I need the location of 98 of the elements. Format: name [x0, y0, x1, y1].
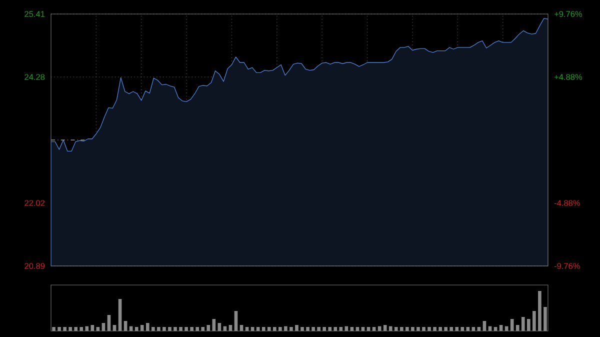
bar [184, 326, 188, 331]
bar [450, 326, 454, 331]
bar [96, 326, 100, 331]
bar [290, 326, 293, 331]
bar [460, 326, 464, 331]
bar [245, 326, 249, 331]
bar [322, 326, 326, 331]
bar [124, 321, 128, 331]
bar [212, 319, 216, 331]
bar [328, 326, 332, 331]
bar [312, 326, 315, 331]
bar [196, 326, 199, 331]
bar [174, 326, 177, 331]
bar [228, 325, 232, 331]
bar [102, 323, 106, 331]
bar [472, 326, 476, 331]
bar [383, 325, 387, 331]
y-tick-label: 24.28 [24, 74, 45, 80]
bar [516, 325, 520, 331]
bar [378, 326, 382, 331]
bar [262, 326, 266, 331]
bar [411, 326, 414, 331]
bar [400, 326, 404, 331]
bar [504, 326, 508, 331]
bar [168, 326, 172, 331]
bar [361, 326, 365, 331]
bar [422, 326, 426, 331]
bar [58, 326, 61, 331]
bar [223, 326, 227, 331]
bar [538, 291, 542, 331]
bar [146, 323, 150, 331]
bar [494, 326, 498, 331]
bar [416, 326, 420, 331]
bar [68, 326, 72, 331]
bar [162, 326, 166, 331]
bar [201, 326, 205, 331]
bar [488, 326, 492, 331]
bar [278, 326, 282, 331]
bar [477, 326, 481, 331]
bar [438, 326, 442, 331]
bar [134, 326, 138, 331]
bar [157, 326, 160, 331]
bar [406, 326, 409, 331]
y2-tick-label: -9.76% [554, 263, 580, 269]
bar [250, 326, 254, 331]
bar [284, 326, 288, 331]
bar [190, 326, 194, 331]
bar [527, 319, 530, 331]
bar [218, 323, 222, 331]
bar [350, 326, 354, 331]
y2-tick-label: -4.88% [554, 200, 580, 206]
bar [532, 311, 536, 331]
bar [272, 326, 276, 331]
bar [444, 326, 448, 331]
bar [206, 325, 210, 331]
bar [256, 326, 260, 331]
bar [521, 316, 525, 331]
bar [394, 326, 398, 331]
bar [388, 326, 392, 331]
bar [544, 307, 547, 331]
bar [240, 325, 244, 331]
bar [267, 326, 271, 331]
bar [433, 326, 436, 331]
bar [356, 326, 360, 331]
y-tick-label: 20.89 [24, 263, 45, 269]
y2-tick-label: +9.76% [554, 11, 582, 17]
bar [140, 325, 144, 331]
bar [80, 326, 84, 331]
bar [428, 326, 431, 331]
bar [152, 326, 155, 331]
y2-tick-label: +4.88% [554, 74, 582, 80]
bar [74, 326, 78, 331]
bar [295, 325, 298, 331]
bar [85, 326, 89, 331]
bar [466, 326, 470, 331]
bar [300, 326, 304, 331]
bar [234, 311, 238, 331]
bar [107, 315, 111, 331]
bar [334, 326, 338, 331]
bar [317, 326, 320, 331]
bar [118, 298, 122, 331]
bar [455, 326, 459, 331]
y-tick-label: 25.41 [24, 11, 45, 17]
bar [179, 326, 182, 331]
bar [52, 326, 56, 331]
bar [372, 326, 376, 331]
bar [366, 326, 370, 331]
bar [510, 319, 514, 331]
bar [344, 326, 348, 331]
bar [306, 326, 310, 331]
bar [129, 326, 133, 331]
bar [112, 325, 116, 331]
bar [63, 326, 66, 331]
bar [482, 321, 486, 331]
bar [339, 326, 343, 331]
bar [90, 325, 94, 331]
bar [499, 325, 503, 331]
y-tick-label: 22.02 [24, 200, 45, 206]
